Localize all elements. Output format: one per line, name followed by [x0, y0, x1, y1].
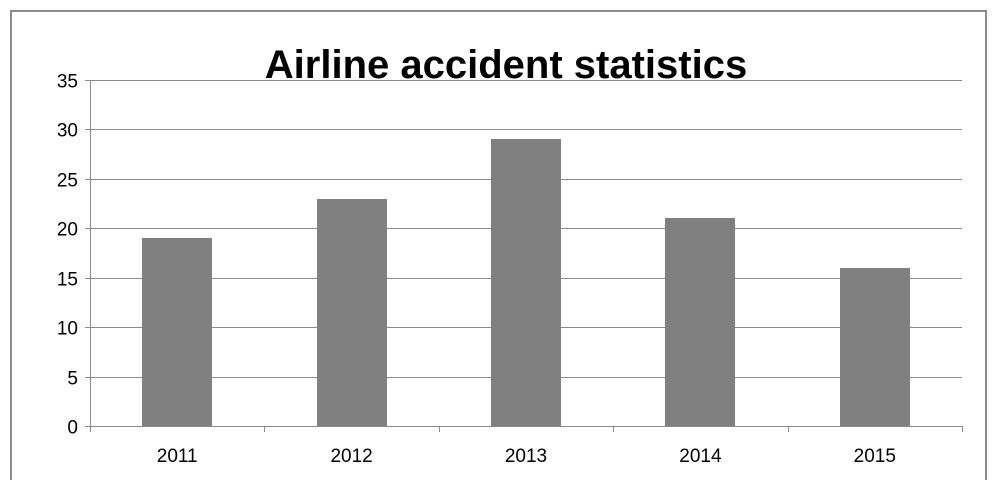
x-tick-label-2014: 2014: [679, 446, 722, 467]
x-tick-label-2015: 2015: [854, 446, 896, 467]
y-tick-label-20: 20: [57, 220, 78, 241]
y-tick-label-10: 10: [57, 319, 78, 340]
y-tick-labels: 0 5 10 15 20 25 30 35: [57, 72, 78, 439]
x-tick-label-2011: 2011: [157, 446, 198, 467]
bar-2012: [317, 199, 387, 426]
bar-2015: [840, 268, 910, 426]
bars: [142, 139, 910, 426]
x-tick-label-2013: 2013: [505, 446, 547, 467]
x-tick-label-2012: 2012: [330, 446, 372, 467]
y-tick-label-25: 25: [57, 171, 78, 192]
chart-title: Airline accident statistics: [265, 43, 747, 87]
bar-2013: [491, 139, 561, 426]
y-tick-label-0: 0: [67, 418, 78, 439]
y-tick-label-15: 15: [57, 270, 78, 291]
chart-frame: [10, 10, 987, 480]
y-tick-label-35: 35: [57, 72, 78, 93]
y-tick-label-5: 5: [67, 369, 78, 390]
bar-2014: [665, 218, 735, 426]
y-tick-label-30: 30: [57, 121, 78, 142]
axes: [85, 80, 963, 432]
bar-2011: [142, 238, 212, 426]
x-tick-labels: 2011 2012 2013 2014 2015: [157, 446, 896, 467]
